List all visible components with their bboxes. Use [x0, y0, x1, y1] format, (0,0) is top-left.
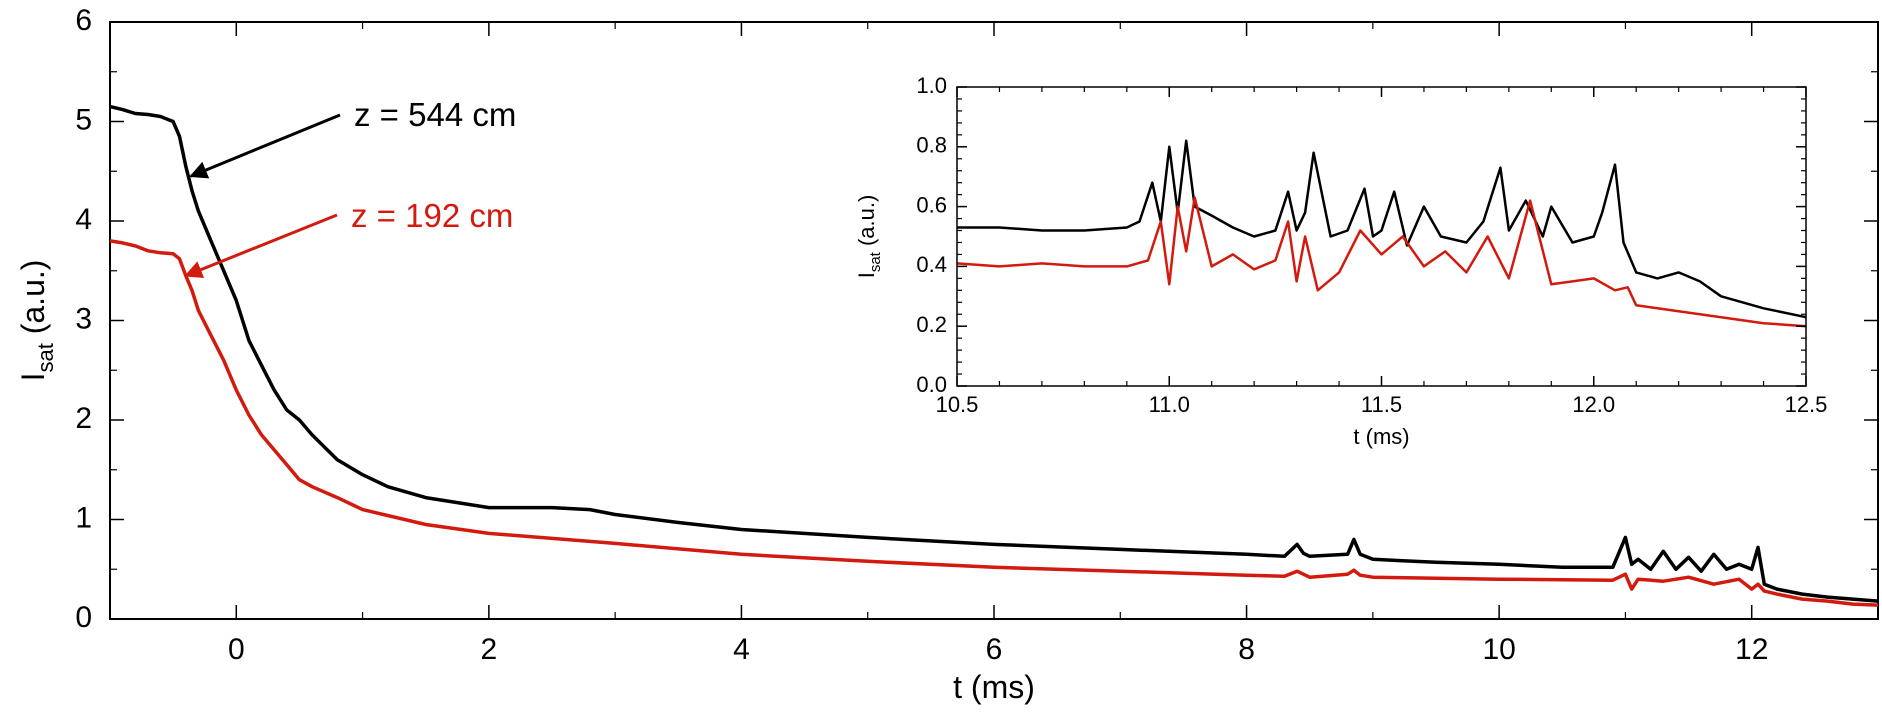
main-y-tick-label: 6 — [75, 4, 92, 37]
inset-y-axis-label: Isat (a.u.) — [854, 195, 884, 279]
main-x-tick-label: 8 — [1238, 633, 1255, 666]
main-y-axis-label-sub: sat — [33, 343, 58, 372]
main-series-group — [109, 104, 1879, 607]
main-y-axis-label-main: I — [15, 373, 51, 382]
inset-x-tick-label: 10.5 — [936, 392, 979, 417]
annotation-arrow-544 — [189, 113, 341, 179]
inset-x-tick-label: 11.5 — [1361, 392, 1402, 417]
main-series-red-line — [109, 239, 1879, 607]
inset-series-group — [956, 139, 1807, 328]
inset-x-tick-label: 11.0 — [1149, 392, 1190, 417]
main-x-tick-label: 6 — [986, 633, 1003, 666]
main-y-tick-label: 0 — [75, 601, 92, 634]
main-y-tick-label: 4 — [75, 203, 92, 236]
inset-y-tick-label: 1.0 — [916, 73, 947, 98]
inset-x-tick-label: 12.0 — [1572, 392, 1615, 417]
main-x-axis-label: t (ms) — [953, 669, 1035, 705]
annotation-arrow-192 — [184, 213, 338, 279]
main-y-tick-label: 5 — [75, 103, 92, 136]
inset-x-tick-label: 12.5 — [1785, 392, 1828, 417]
main-x-tick-label: 12 — [1735, 633, 1768, 666]
inset-y-tick-label: 0.2 — [916, 312, 947, 337]
main-x-tick-label: 4 — [733, 633, 750, 666]
inset-y-tick-label: 0.4 — [916, 252, 947, 277]
inset-series-black-line — [957, 139, 1807, 319]
inset-y-tick-label: 0.0 — [916, 372, 947, 397]
inset-y-axis-label-unit: (a.u.) — [854, 195, 879, 252]
main-y-axis-label-unit: (a.u.) — [15, 260, 51, 344]
annotation-label-192: z = 192 cm — [351, 197, 513, 234]
main-x-tick-label: 0 — [228, 633, 245, 666]
main-y-tick-label: 3 — [75, 302, 92, 335]
inset-plot: 10.5 11.0 11.5 12.0 12.5 0.0 0.2 0.4 0.6 0.8 1.0 t… — [854, 73, 1827, 449]
inset-y-tick-label: 0.8 — [916, 133, 947, 158]
inset-ticks: 10.5 11.0 11.5 12.0 12.5 0.0 0.2 0.4 0.6 0.8 1.0 — [916, 73, 1827, 417]
main-y-tick-label: 1 — [75, 501, 92, 534]
main-series-black-line — [109, 104, 1879, 603]
main-y-axis-label: Isat (a.u.) — [15, 260, 58, 382]
main-x-tick-label: 2 — [481, 633, 498, 666]
inset-x-axis-label: t (ms) — [1353, 424, 1409, 449]
main-y-tick-label: 2 — [75, 402, 92, 435]
main-x-tick-label: 10 — [1482, 633, 1515, 666]
inset-background — [957, 87, 1806, 386]
inset-y-axis-label-main: I — [854, 272, 879, 278]
inset-y-tick-label: 0.6 — [916, 192, 947, 217]
inset-y-axis-label-sub: sat — [867, 251, 884, 272]
annotation-label-544: z = 544 cm — [354, 96, 516, 133]
main-annotations: z = 544 cm z = 192 cm — [184, 96, 516, 279]
inset-series-red-line — [956, 196, 1807, 328]
